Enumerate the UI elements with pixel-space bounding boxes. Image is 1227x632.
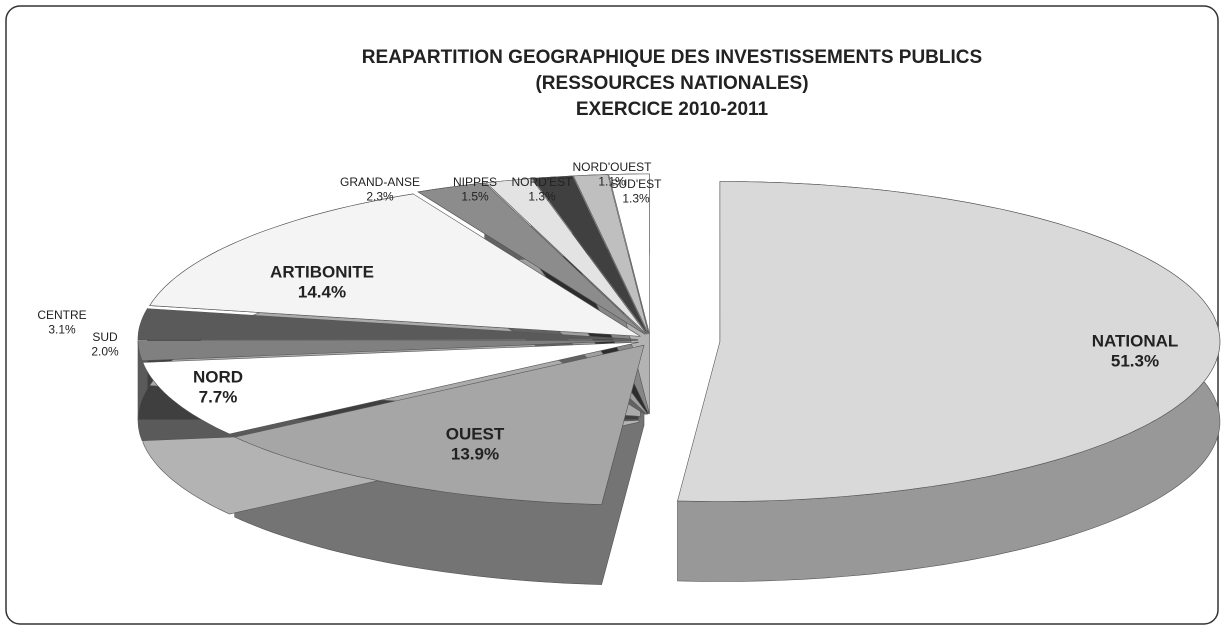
slice (485, 178, 647, 335)
slice-label: SUD (92, 330, 118, 344)
value-label: 2.0% (91, 344, 119, 358)
slice-label: NORD'EST (512, 175, 574, 189)
slice-label: SUD'EST (611, 177, 663, 191)
slice (137, 340, 639, 362)
slice (142, 341, 639, 435)
chart-subtitle: (RESSOURCES NATIONALES) (535, 73, 808, 94)
slice-label: NORD'OUEST (573, 160, 653, 174)
slice (417, 182, 646, 335)
slice-label: ARTIBONITE (270, 262, 374, 281)
value-label: 3.1% (48, 322, 76, 336)
slice (677, 181, 1221, 502)
value-label: 2.3% (366, 189, 394, 203)
slice-label: GRAND-ANSE (340, 175, 420, 189)
value-label: 7.7% (199, 388, 238, 407)
slice-label: CENTRE (37, 308, 86, 322)
value-label: 1.3% (622, 191, 650, 205)
slice (531, 175, 648, 335)
value-label: 1.5% (461, 189, 489, 203)
slice-label: NATIONAL (1092, 331, 1179, 350)
value-label: 51.3% (1111, 352, 1159, 371)
slice (137, 308, 639, 341)
slice-label: NORD (193, 367, 243, 386)
slice (149, 193, 641, 337)
chart-title: REAPARTITION GEOGRAPHIQUE DES INVESTISSE… (362, 47, 982, 68)
slice (608, 173, 650, 335)
value-label: 13.9% (451, 445, 499, 464)
slice-label: NIPPES (453, 175, 497, 189)
slice (572, 174, 649, 335)
value-label: 14.4% (298, 283, 346, 302)
chart-subtitle: EXERCICE 2010-2011 (576, 99, 769, 120)
slice-label: OUEST (446, 424, 505, 443)
slice (233, 344, 645, 505)
value-label: 1.1% (598, 174, 626, 188)
value-label: 1.3% (528, 189, 556, 203)
